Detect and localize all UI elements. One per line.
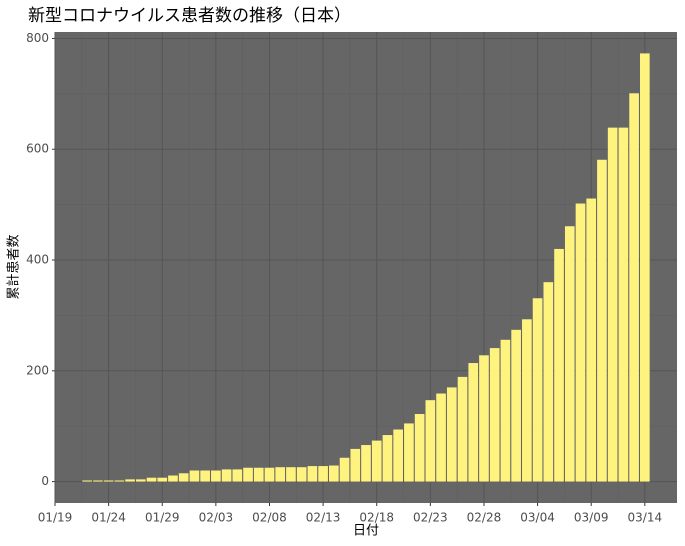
x-tick-label: 02/08 [252, 511, 287, 525]
bar [157, 477, 168, 482]
bar [575, 203, 586, 482]
y-tick-label: 200 [26, 363, 49, 377]
bar [425, 400, 436, 482]
x-axis-label: 日付 [353, 524, 379, 539]
bar [371, 440, 382, 482]
y-tick-label: 600 [26, 142, 49, 156]
bar [135, 479, 146, 482]
bar [243, 467, 253, 482]
bar [457, 376, 468, 482]
x-tick-label: 02/28 [467, 511, 502, 525]
bar [640, 53, 650, 482]
bar [393, 429, 403, 482]
bar [446, 387, 457, 482]
x-tick-label: 01/29 [145, 511, 180, 525]
bar [232, 469, 243, 482]
bar [382, 435, 393, 482]
bar [103, 480, 114, 482]
bar [468, 363, 479, 482]
bar [404, 423, 414, 482]
bar [211, 470, 221, 482]
x-tick-label: 02/03 [199, 511, 234, 525]
bar [125, 479, 135, 482]
bar [479, 355, 489, 482]
bar [329, 465, 339, 482]
x-tick-label: 01/24 [91, 511, 126, 525]
bar [629, 93, 639, 482]
x-tick-label: 02/23 [413, 511, 448, 525]
bar [307, 466, 318, 482]
bar [296, 467, 307, 482]
bar [253, 467, 264, 482]
bar [361, 445, 371, 482]
bar [564, 226, 575, 482]
y-tick-label: 800 [26, 31, 49, 45]
bar [522, 319, 532, 482]
bar [318, 466, 328, 482]
y-tick-label: 400 [26, 253, 49, 267]
bar [200, 470, 210, 482]
bar [168, 475, 178, 482]
bar [543, 282, 554, 482]
bar [597, 159, 607, 482]
bar [178, 473, 189, 482]
bar [221, 469, 232, 482]
bar [586, 198, 597, 482]
x-tick-label: 03/04 [520, 511, 555, 525]
bar [414, 414, 425, 482]
bar [264, 467, 275, 482]
bar [554, 248, 564, 482]
bar [436, 393, 446, 482]
bar [532, 298, 543, 482]
bar [114, 480, 125, 482]
x-tick-label: 02/18 [359, 511, 394, 525]
bar [189, 470, 200, 482]
bar [82, 480, 92, 482]
bar [93, 480, 103, 482]
x-tick-label: 03/14 [628, 511, 663, 525]
bar [500, 339, 511, 482]
y-tick-label: 0 [41, 474, 49, 488]
bar [339, 457, 350, 482]
y-axis-label: 累計患者数 [6, 234, 22, 299]
x-tick-label: 01/19 [38, 511, 73, 525]
bar [489, 348, 500, 482]
x-tick-label: 02/13 [306, 511, 341, 525]
bar [618, 127, 629, 482]
bar [275, 467, 286, 482]
bar [350, 448, 361, 482]
bar [286, 467, 296, 482]
x-tick-label: 03/09 [574, 511, 609, 525]
bar [607, 127, 618, 482]
bar [511, 329, 521, 482]
bar [146, 477, 157, 482]
chart-title: 新型コロナウイルス患者数の推移（日本） [28, 6, 351, 26]
